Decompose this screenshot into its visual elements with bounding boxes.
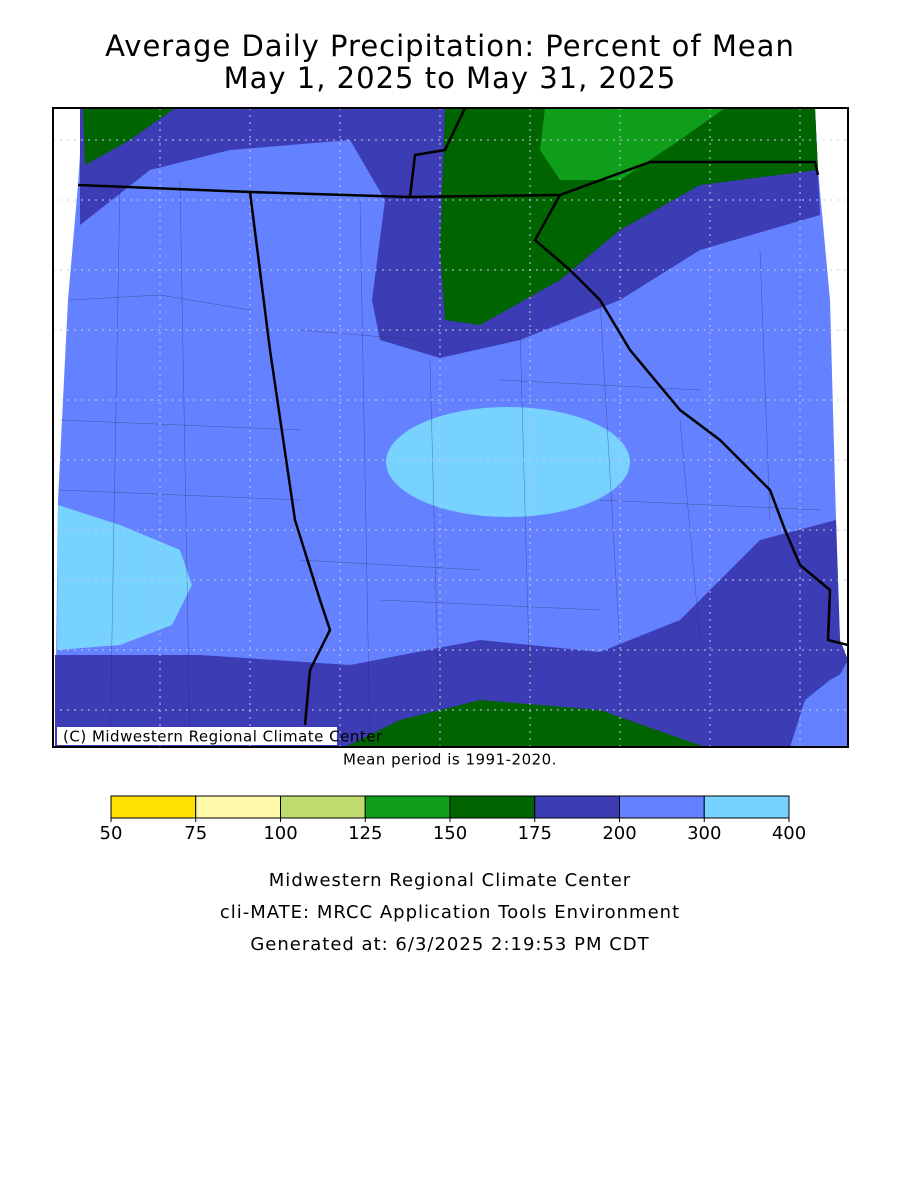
region [386,407,630,517]
region [345,700,705,747]
credit: (C) Midwestern Regional Climate Center [63,728,383,746]
footer-line: cli-MATE: MRCC Application Tools Environ… [220,902,680,923]
legend-tick-label: 400 [772,823,806,844]
legend-swatch [280,795,366,819]
map: (C) Midwestern Regional Climate Center [53,108,848,747]
legend-tick-label: 50 [100,823,123,844]
legend-swatch [110,795,197,819]
credit-box [57,727,337,745]
legend-tick-label: 200 [602,823,636,844]
footer-line: Midwestern Regional Climate Center [269,870,631,891]
state-borders [77,108,848,726]
region [540,108,725,180]
legend-swatch [364,795,451,819]
legend-swatch [534,795,620,819]
title: Average Daily Precipitation: Percent of … [105,29,795,63]
legend-tick-label: 125 [348,823,382,844]
legend-swatch [449,795,536,819]
note: Mean period is 1991-2020. [343,751,557,769]
legend-tick-label: 150 [433,823,467,844]
region [55,520,848,747]
subtitle: May 1, 2025 to May 31, 2025 [224,61,677,95]
region [57,505,192,650]
legend-tick-label: 100 [263,823,297,844]
legend-tick-label: 75 [184,823,207,844]
legend-swatch [619,795,705,819]
legend-swatch [703,795,790,819]
legend-swatch [195,795,281,819]
footer-line: Generated at: 6/3/2025 2:19:53 PM CDT [250,934,649,955]
map-frame [52,107,849,748]
legend: 50 75 100 125 150 175 200 300 400 [100,795,806,844]
legend-tick-label: 300 [687,823,721,844]
legend-tick-label: 175 [518,823,552,844]
region [83,108,175,165]
region [790,670,848,747]
